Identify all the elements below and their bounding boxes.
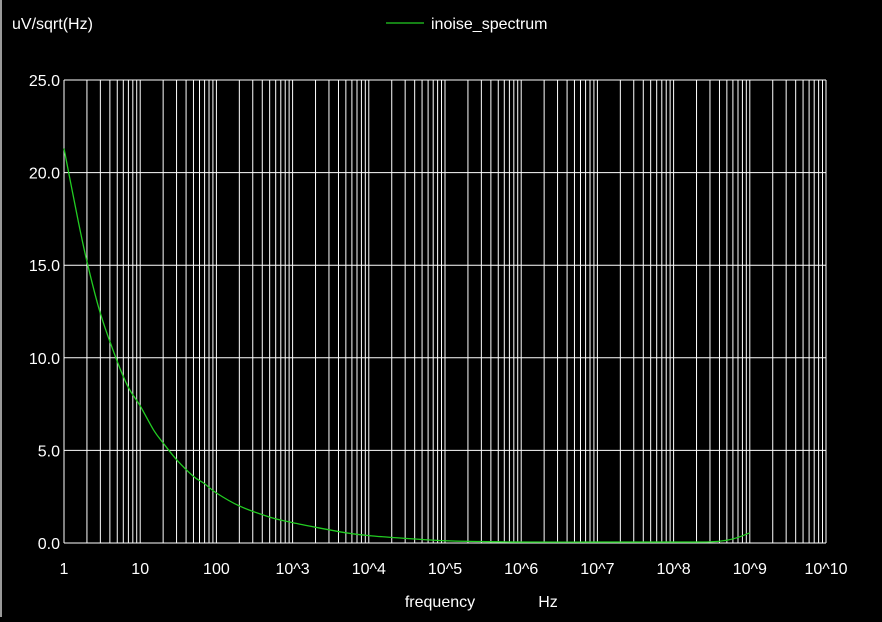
x-tick-label: 10^8 [656,561,690,578]
y-tick-labels: 0.0 5.0 10.0 15.0 20.0 25.0 [29,73,60,553]
x-tick-label: 10^10 [804,561,847,578]
x-tick-label: 10^7 [580,561,614,578]
y-tick-label: 20.0 [29,166,60,183]
y-tick-label: 0.0 [38,536,60,553]
x-tick-label: 10^5 [428,561,462,578]
x-tick-label: 10 [131,561,149,578]
grid [63,79,827,544]
x-tick-label: 10^6 [504,561,538,578]
x-tick-labels: 1 10 100 10^3 10^4 10^5 10^6 10^7 10^8 10^9 10^10 [60,561,848,578]
y-axis-label: uV/sqrt(Hz) [12,16,93,33]
series-line-inoise-spectrum [63,148,751,543]
y-tick-label: 10.0 [29,351,60,368]
y-tick-label: 15.0 [29,258,60,275]
x-axis-label: frequency [405,594,475,611]
x-tick-label: 100 [203,561,230,578]
x-tick-label: 10^3 [275,561,309,578]
x-tick-label: 10^9 [733,561,767,578]
legend: inoise_spectrum [386,16,548,33]
x-tick-label: 1 [60,561,69,578]
legend-label: inoise_spectrum [431,16,548,33]
y-tick-label: 5.0 [38,443,60,460]
y-tick-label: 25.0 [29,73,60,90]
x-tick-label: 10^4 [352,561,386,578]
x-axis-unit: Hz [538,594,558,611]
series-layer [63,148,751,543]
